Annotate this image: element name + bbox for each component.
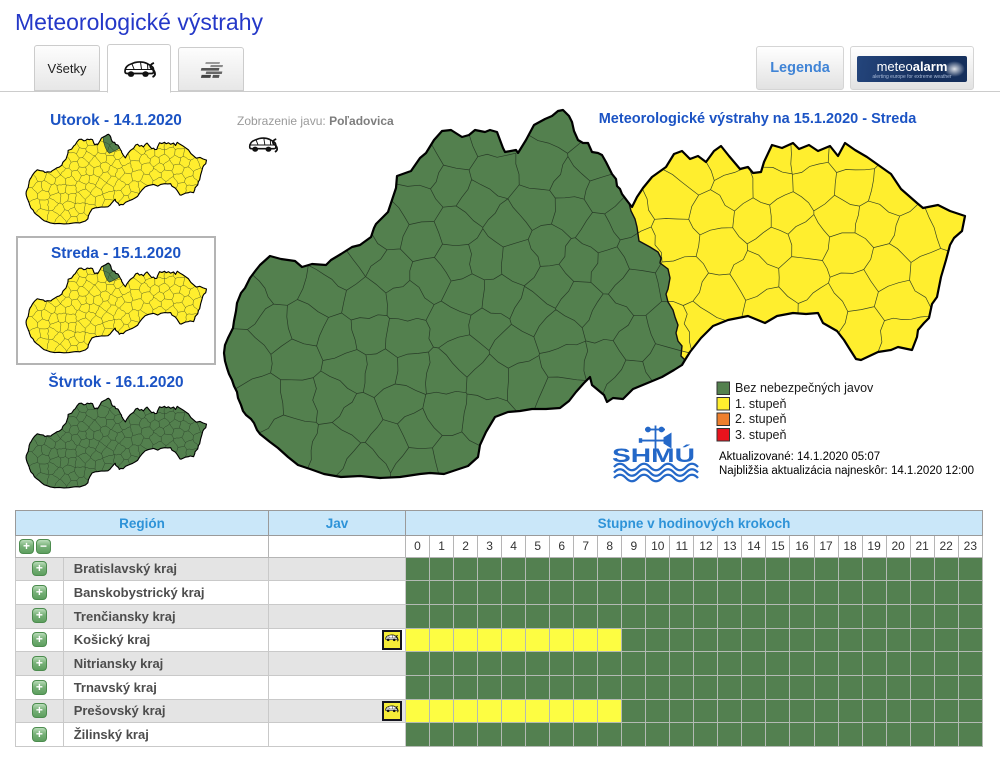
svg-text:SHMÚ: SHMÚ — [612, 445, 695, 467]
